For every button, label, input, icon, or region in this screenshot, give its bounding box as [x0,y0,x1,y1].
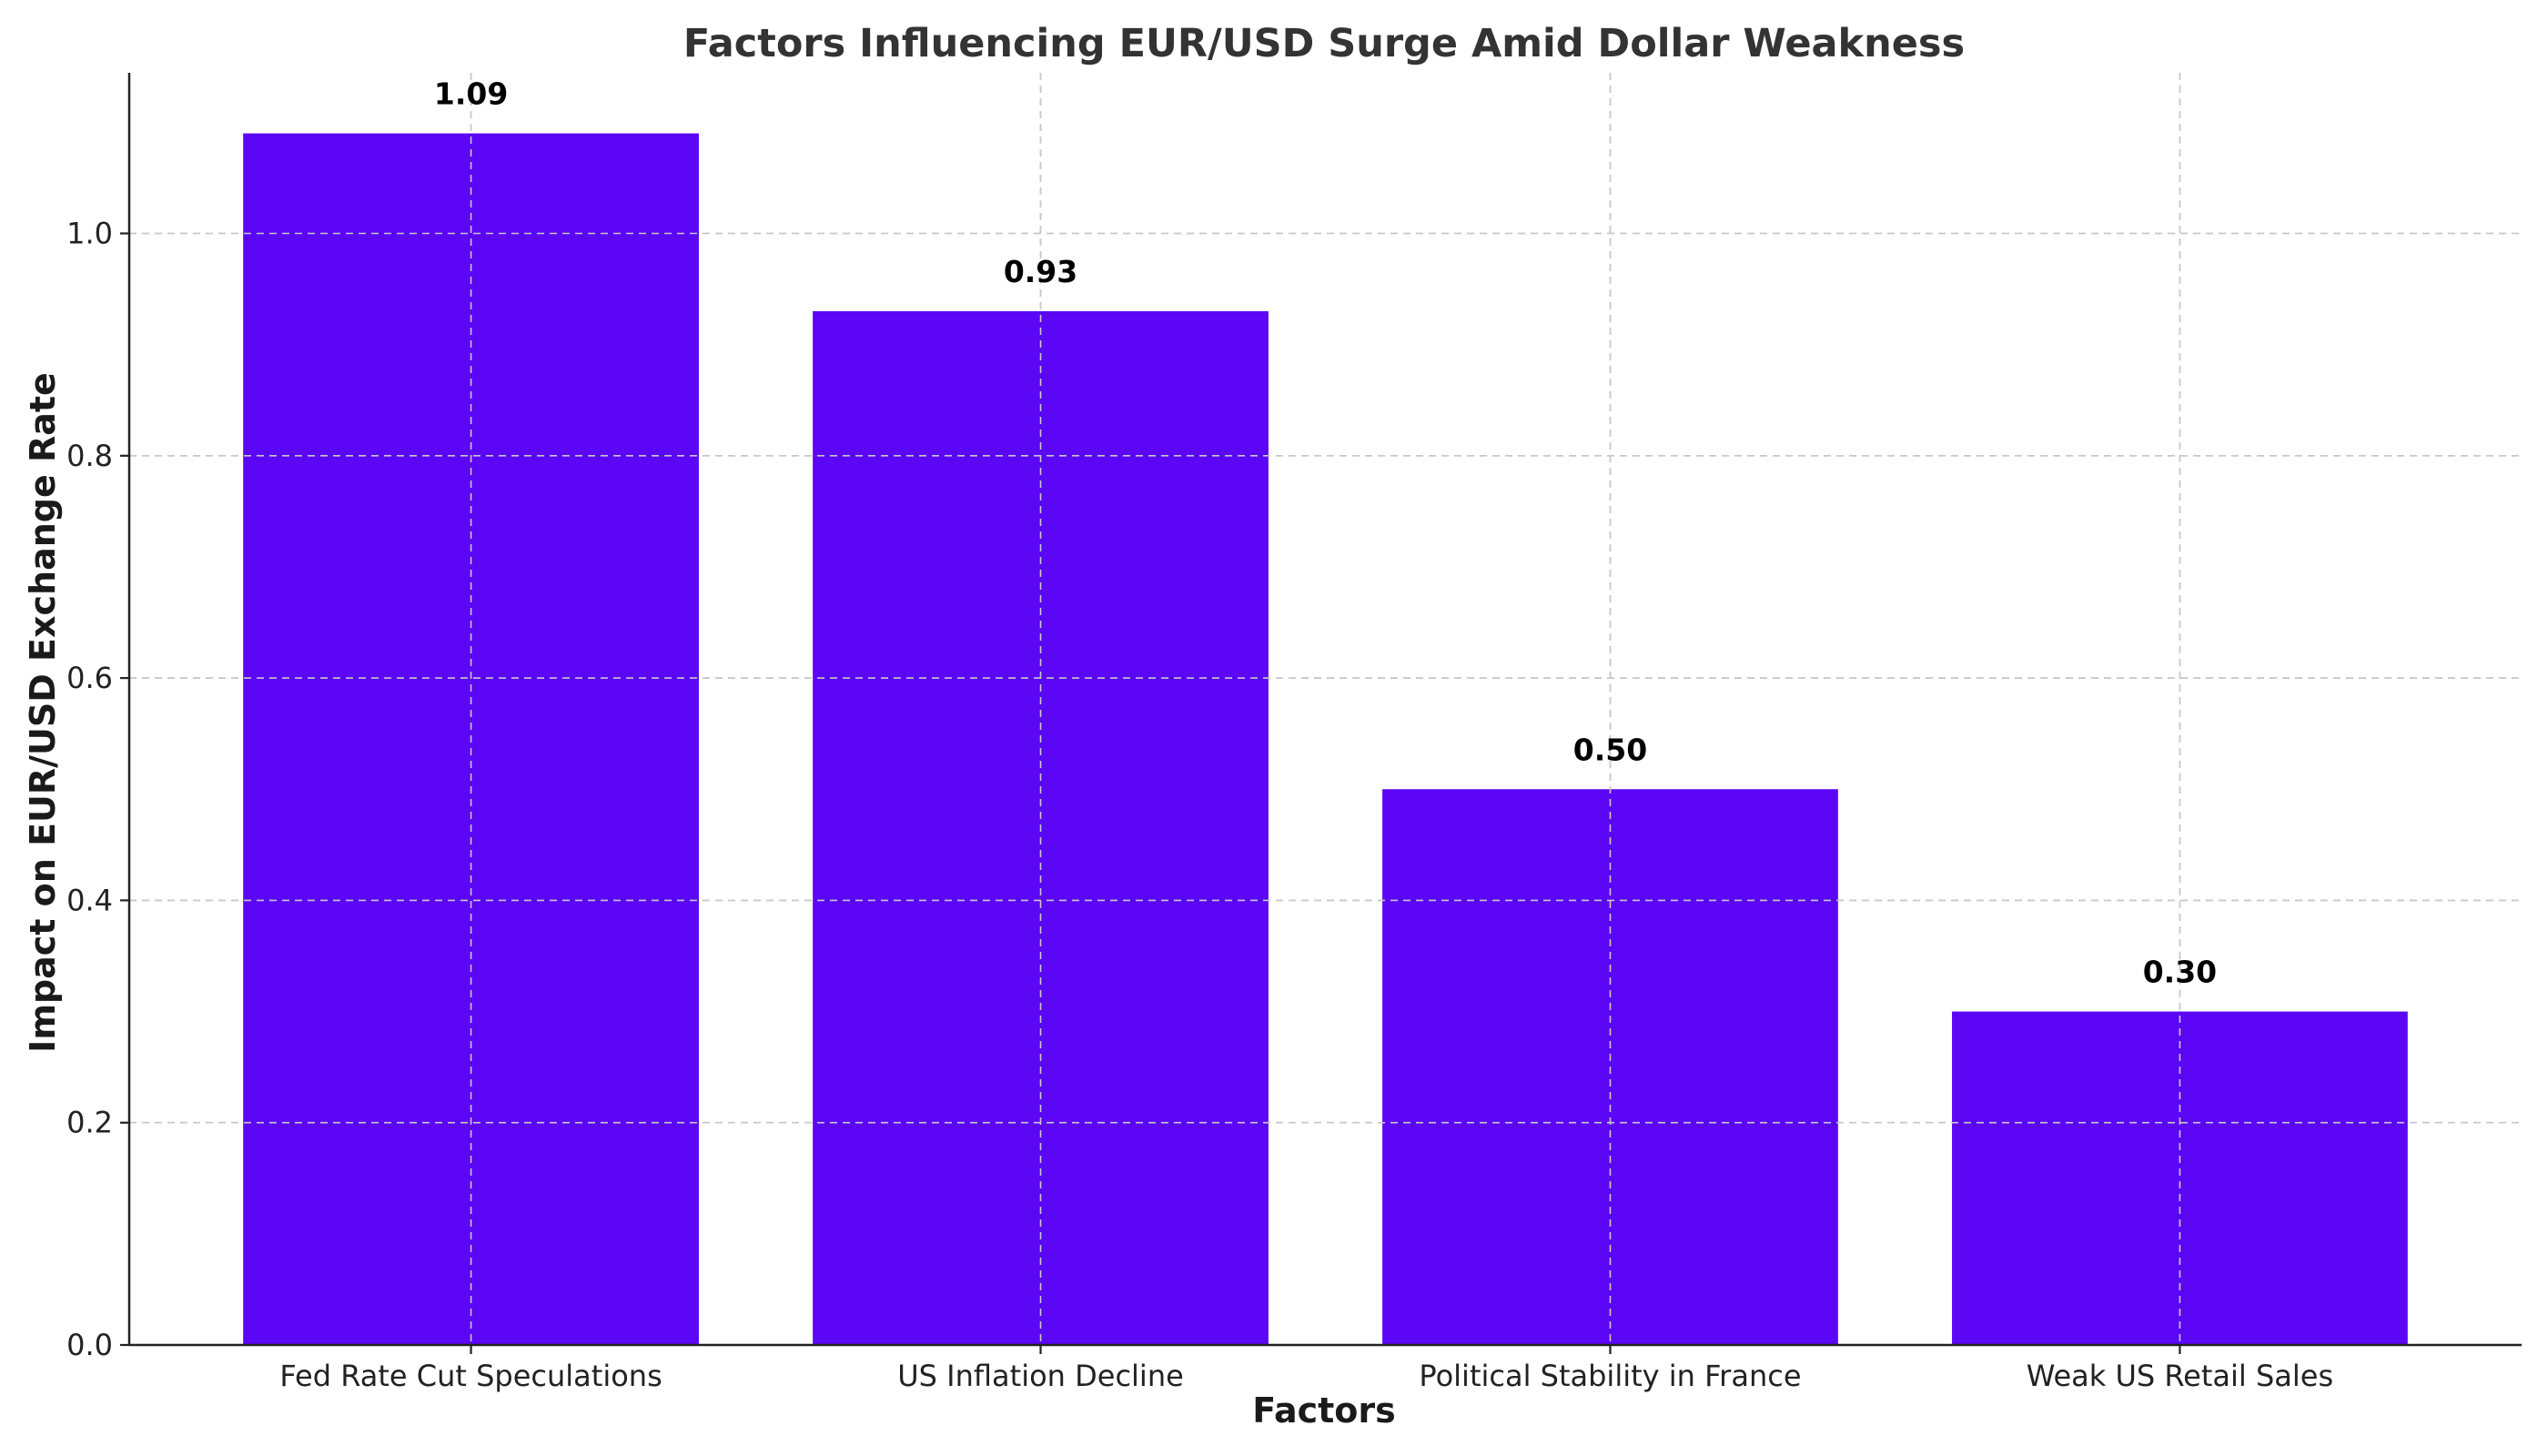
chart-title: Factors Influencing EUR/USD Surge Amid D… [683,21,1965,66]
axes [127,73,2522,1347]
data-labels: 1.09 0.93 0.50 0.30 [434,76,2217,990]
y-tick-label: 0.4 [66,883,113,917]
bar-value-label: 0.50 [1573,732,1647,767]
gridlines-overlay [129,73,2522,1346]
x-tick-label: US Inflation Decline [897,1359,1184,1393]
y-axis-label: Impact on EUR/USD Exchange Rate [23,372,63,1053]
x-tick-label: Weak US Retail Sales [2027,1359,2333,1393]
y-tick-label: 0.0 [66,1328,113,1362]
x-axis-label: Factors [1252,1390,1396,1431]
x-tick-label: Fed Rate Cut Speculations [279,1359,662,1393]
bar-value-label: 0.30 [2143,955,2217,990]
y-tick-label: 1.0 [66,217,113,251]
y-tick-label: 0.6 [66,661,113,695]
y-tick-label: 0.8 [66,439,113,473]
x-tick-label: Political Stability in France [1419,1359,1801,1393]
bar-value-label: 0.93 [1004,254,1077,289]
y-tick-label: 0.2 [66,1106,113,1140]
bar [1952,1011,2408,1345]
bar-value-label: 1.09 [434,76,508,112]
ticks: 0.0 0.2 0.4 0.6 0.8 1.0 Fed Rate Cut Speculati… [66,217,2333,1393]
